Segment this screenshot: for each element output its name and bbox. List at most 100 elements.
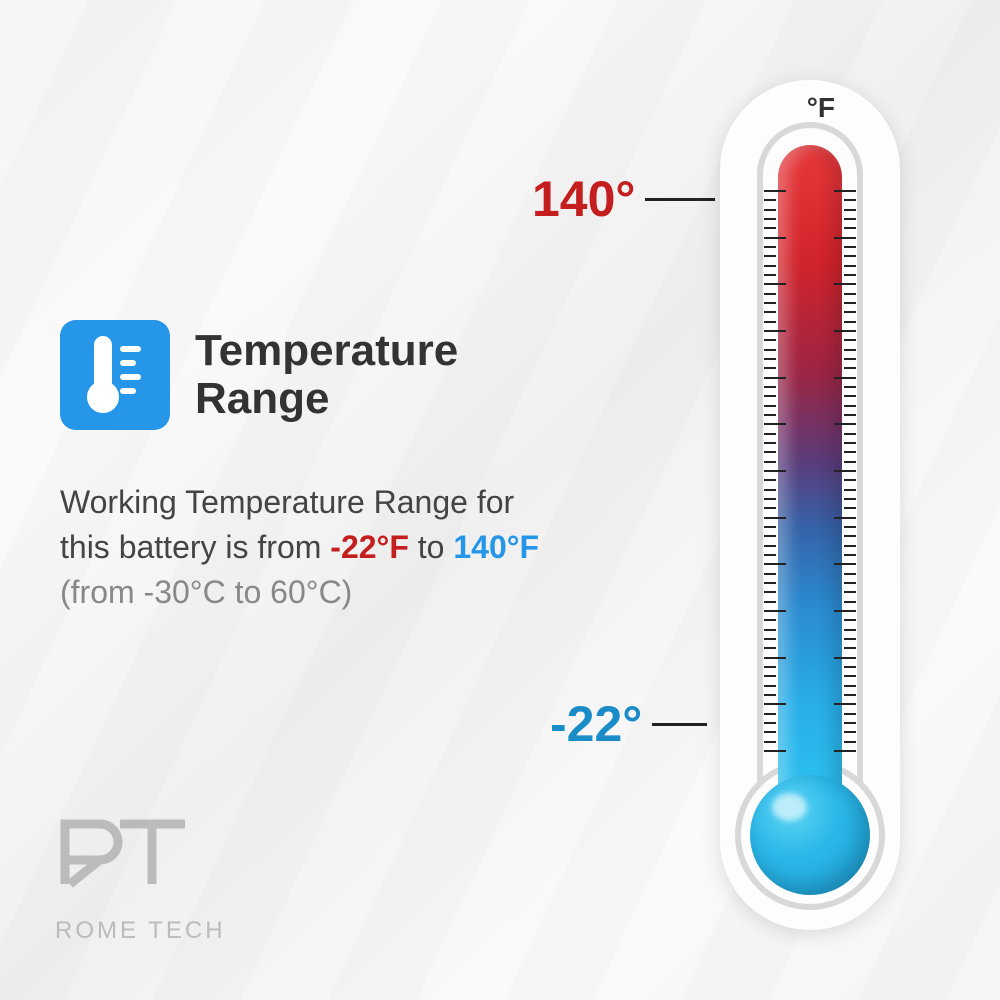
title-line2: Range	[195, 374, 329, 423]
tick	[844, 321, 856, 323]
tick	[764, 358, 776, 360]
tick	[764, 339, 776, 341]
tick	[844, 339, 856, 341]
tick	[844, 601, 856, 603]
high-temp-value: 140°	[532, 170, 635, 228]
tick	[844, 367, 856, 369]
tick	[844, 227, 856, 229]
tick	[764, 199, 776, 201]
tick	[844, 414, 856, 416]
tick	[764, 470, 786, 472]
tick	[764, 629, 776, 631]
tick	[764, 255, 776, 257]
desc-hot-value: 140°F	[453, 529, 539, 565]
tick	[844, 442, 856, 444]
tick	[764, 601, 776, 603]
thermometer-icon-box	[60, 320, 170, 430]
tick	[764, 293, 776, 295]
tick	[764, 442, 776, 444]
tick	[764, 414, 776, 416]
tick	[844, 199, 856, 201]
tick	[844, 694, 856, 696]
tick	[844, 741, 856, 743]
desc-cold-value: -22°F	[330, 529, 409, 565]
tick	[844, 293, 856, 295]
tick	[764, 591, 776, 593]
tick	[844, 405, 856, 407]
tick	[844, 526, 856, 528]
tick	[834, 330, 856, 332]
tick	[844, 647, 856, 649]
tick	[764, 218, 776, 220]
tick	[844, 591, 856, 593]
tick	[834, 703, 856, 705]
tick	[764, 619, 776, 621]
tick	[844, 535, 856, 537]
tick	[764, 750, 786, 752]
tick	[764, 461, 776, 463]
tick	[764, 526, 776, 528]
tick	[834, 237, 856, 239]
tick	[844, 349, 856, 351]
tick	[844, 395, 856, 397]
tick	[844, 507, 856, 509]
description: Working Temperature Range for this batte…	[60, 480, 540, 614]
tick	[844, 675, 856, 677]
tick	[764, 573, 776, 575]
tick	[764, 638, 776, 640]
desc-mid: to	[409, 529, 453, 565]
tick	[764, 479, 776, 481]
high-temp-pointer	[645, 198, 715, 201]
tick	[844, 713, 856, 715]
tick	[764, 227, 776, 229]
tick	[764, 582, 776, 584]
logo-mark	[55, 814, 205, 904]
tick	[844, 629, 856, 631]
tick	[844, 666, 856, 668]
tick	[844, 573, 856, 575]
tick	[764, 386, 776, 388]
tick	[844, 461, 856, 463]
tick	[764, 302, 776, 304]
tick	[834, 377, 856, 379]
tick	[764, 647, 776, 649]
unit-label: °F	[807, 92, 835, 124]
tick	[764, 685, 776, 687]
tick	[764, 657, 786, 659]
title-row: Temperature Range	[60, 320, 540, 430]
high-temp-label: 140°	[532, 170, 715, 228]
tick	[844, 386, 856, 388]
title: Temperature Range	[195, 327, 458, 424]
tick	[844, 311, 856, 313]
tick	[764, 349, 776, 351]
tick	[764, 321, 776, 323]
tick	[764, 498, 776, 500]
tick	[764, 703, 786, 705]
tick	[764, 274, 776, 276]
tick	[844, 274, 856, 276]
tick	[764, 246, 776, 248]
tick	[844, 545, 856, 547]
tick	[764, 311, 776, 313]
tick	[844, 638, 856, 640]
tick	[764, 395, 776, 397]
tick	[834, 190, 856, 192]
low-temp-label: -22°	[550, 695, 707, 753]
tick	[844, 433, 856, 435]
tick	[764, 377, 786, 379]
tick	[844, 265, 856, 267]
tick	[764, 489, 776, 491]
tick	[764, 741, 776, 743]
tick	[834, 470, 856, 472]
tick	[844, 358, 856, 360]
tick	[764, 535, 776, 537]
tick	[834, 750, 856, 752]
tick	[764, 563, 786, 565]
tick	[764, 433, 776, 435]
tick	[764, 265, 776, 267]
tick	[834, 610, 856, 612]
content-section: Temperature Range Working Temperature Ra…	[60, 320, 540, 614]
tick	[844, 731, 856, 733]
thermometer-ticks	[772, 190, 848, 750]
tick	[764, 554, 776, 556]
